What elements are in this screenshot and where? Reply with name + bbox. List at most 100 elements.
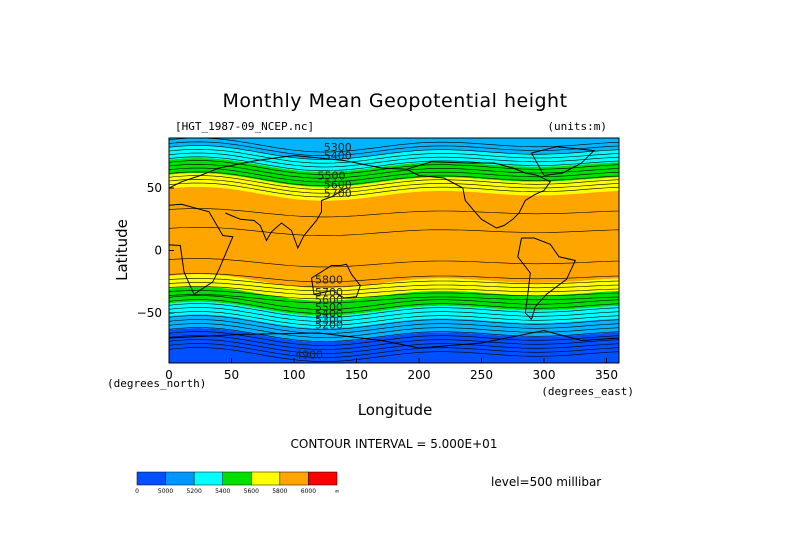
contour-line <box>169 148 619 164</box>
height-band <box>169 286 619 316</box>
contour-label: 5700 <box>324 187 352 200</box>
contour-label: 5600 <box>315 293 343 306</box>
contour-line <box>169 145 619 160</box>
contour-line <box>169 295 619 310</box>
colorbar-swatch <box>279 471 309 486</box>
coastline <box>225 187 347 250</box>
coastline <box>311 263 361 299</box>
height-band <box>169 145 619 172</box>
contour-line <box>169 290 619 300</box>
contour-line <box>169 323 619 338</box>
contour-labels: 5300540055005600570058005700560055005400… <box>295 141 352 361</box>
colorbar-swatch <box>136 471 166 486</box>
contour-line <box>169 152 619 168</box>
contour-label: 5500 <box>318 170 346 183</box>
colorbar-label: 5400 <box>215 488 230 495</box>
height-band <box>169 274 619 301</box>
contour-label: 5300 <box>315 313 343 326</box>
y-unit-label: (degrees_north) <box>107 377 206 390</box>
contour-line <box>169 299 619 314</box>
x-axis-ticks: 0 50 100 150 200 250 300 350 <box>165 358 618 382</box>
contour-line <box>169 307 619 322</box>
y-tick-label: 50 <box>147 181 162 195</box>
colorbar-label: ∞ <box>335 488 340 495</box>
chart-title: Monthly Mean Geopotential height <box>222 90 567 112</box>
contour-line <box>169 227 619 236</box>
y-axis-ticks: 50 0 −50 <box>137 181 174 320</box>
x-tick-label: 0 <box>165 368 173 382</box>
contour-line <box>169 171 619 186</box>
contour-interval: CONTOUR INTERVAL = 5.000E+01 <box>291 437 498 451</box>
contour-line <box>169 163 619 179</box>
x-unit-label: (degrees_east) <box>541 385 634 398</box>
x-tick-label: 350 <box>595 368 618 382</box>
colorbar-label: 5800 <box>272 488 287 495</box>
contour-line <box>169 319 619 334</box>
contour-line <box>169 160 619 175</box>
colorbar-label: 5000 <box>158 488 173 495</box>
height-band <box>169 186 619 289</box>
contour-line <box>169 278 619 288</box>
contour-line <box>169 286 619 296</box>
contour-line <box>169 339 619 354</box>
contour-line <box>169 294 619 304</box>
coastline <box>169 329 619 349</box>
contour-line <box>169 343 619 358</box>
contour-label: 5600 <box>324 178 352 191</box>
x-tick-label: 200 <box>408 368 431 382</box>
x-tick-label: 150 <box>345 368 368 382</box>
x-tick-label: 250 <box>470 368 493 382</box>
contour-label: 5400 <box>324 150 352 163</box>
contour-line <box>169 315 619 330</box>
contour-line <box>169 273 619 283</box>
units-label: (units:m) <box>547 120 607 133</box>
colorbar: 0 5000 5200 5400 5600 5800 6000 ∞ <box>135 471 340 495</box>
contour-line <box>169 175 619 190</box>
colorbar-label: 0 <box>135 488 139 495</box>
contour-line <box>169 331 619 346</box>
x-tick-label: 50 <box>224 368 239 382</box>
contour-label: 5700 <box>315 286 343 299</box>
colorbar-swatch <box>222 471 252 486</box>
colorbar-swatch <box>308 471 338 486</box>
contour-line <box>169 208 619 218</box>
colorbar-label: 6000 <box>301 488 316 495</box>
colorbar-label: 5200 <box>187 488 202 495</box>
contour-lines <box>169 138 619 362</box>
level-label: level=500 millibar <box>491 475 601 489</box>
contour-line <box>169 311 619 326</box>
coastline <box>517 237 577 321</box>
coastline <box>406 161 552 229</box>
x-axis-label: Longitude <box>358 401 433 419</box>
contour-label: 5400 <box>315 307 343 320</box>
colorbar-label: 5600 <box>244 488 259 495</box>
coastline <box>169 154 407 189</box>
contour-line <box>169 182 619 198</box>
colorbar-swatch <box>165 471 195 486</box>
contour-label: 5200 <box>315 318 343 331</box>
coastline <box>530 146 596 176</box>
y-tick-label: 0 <box>154 244 162 258</box>
contour-line <box>169 347 619 362</box>
contour-label: 5800 <box>315 273 343 286</box>
contour-line <box>169 156 619 171</box>
x-tick-label: 100 <box>283 368 306 382</box>
contour-label: 5300 <box>324 141 352 154</box>
y-tick-label: −50 <box>137 306 162 320</box>
contour-line <box>169 178 619 194</box>
colorbar-swatch <box>193 471 223 486</box>
colorbar-swatch <box>251 471 281 486</box>
contour-line <box>169 167 619 183</box>
height-band <box>169 138 619 160</box>
contour-line <box>169 327 619 342</box>
contour-line <box>169 138 619 153</box>
x-tick-label: 300 <box>533 368 556 382</box>
coastlines <box>169 146 619 349</box>
contour-line <box>169 282 619 292</box>
contour-line <box>169 303 619 318</box>
contour-label: 4900 <box>295 348 323 361</box>
contour-line <box>169 258 619 268</box>
plot-area: 5300540055005600570058005700560055005400… <box>169 138 619 363</box>
dataset-label: [HGT_1987-09_NCEP.nc] <box>175 120 314 133</box>
